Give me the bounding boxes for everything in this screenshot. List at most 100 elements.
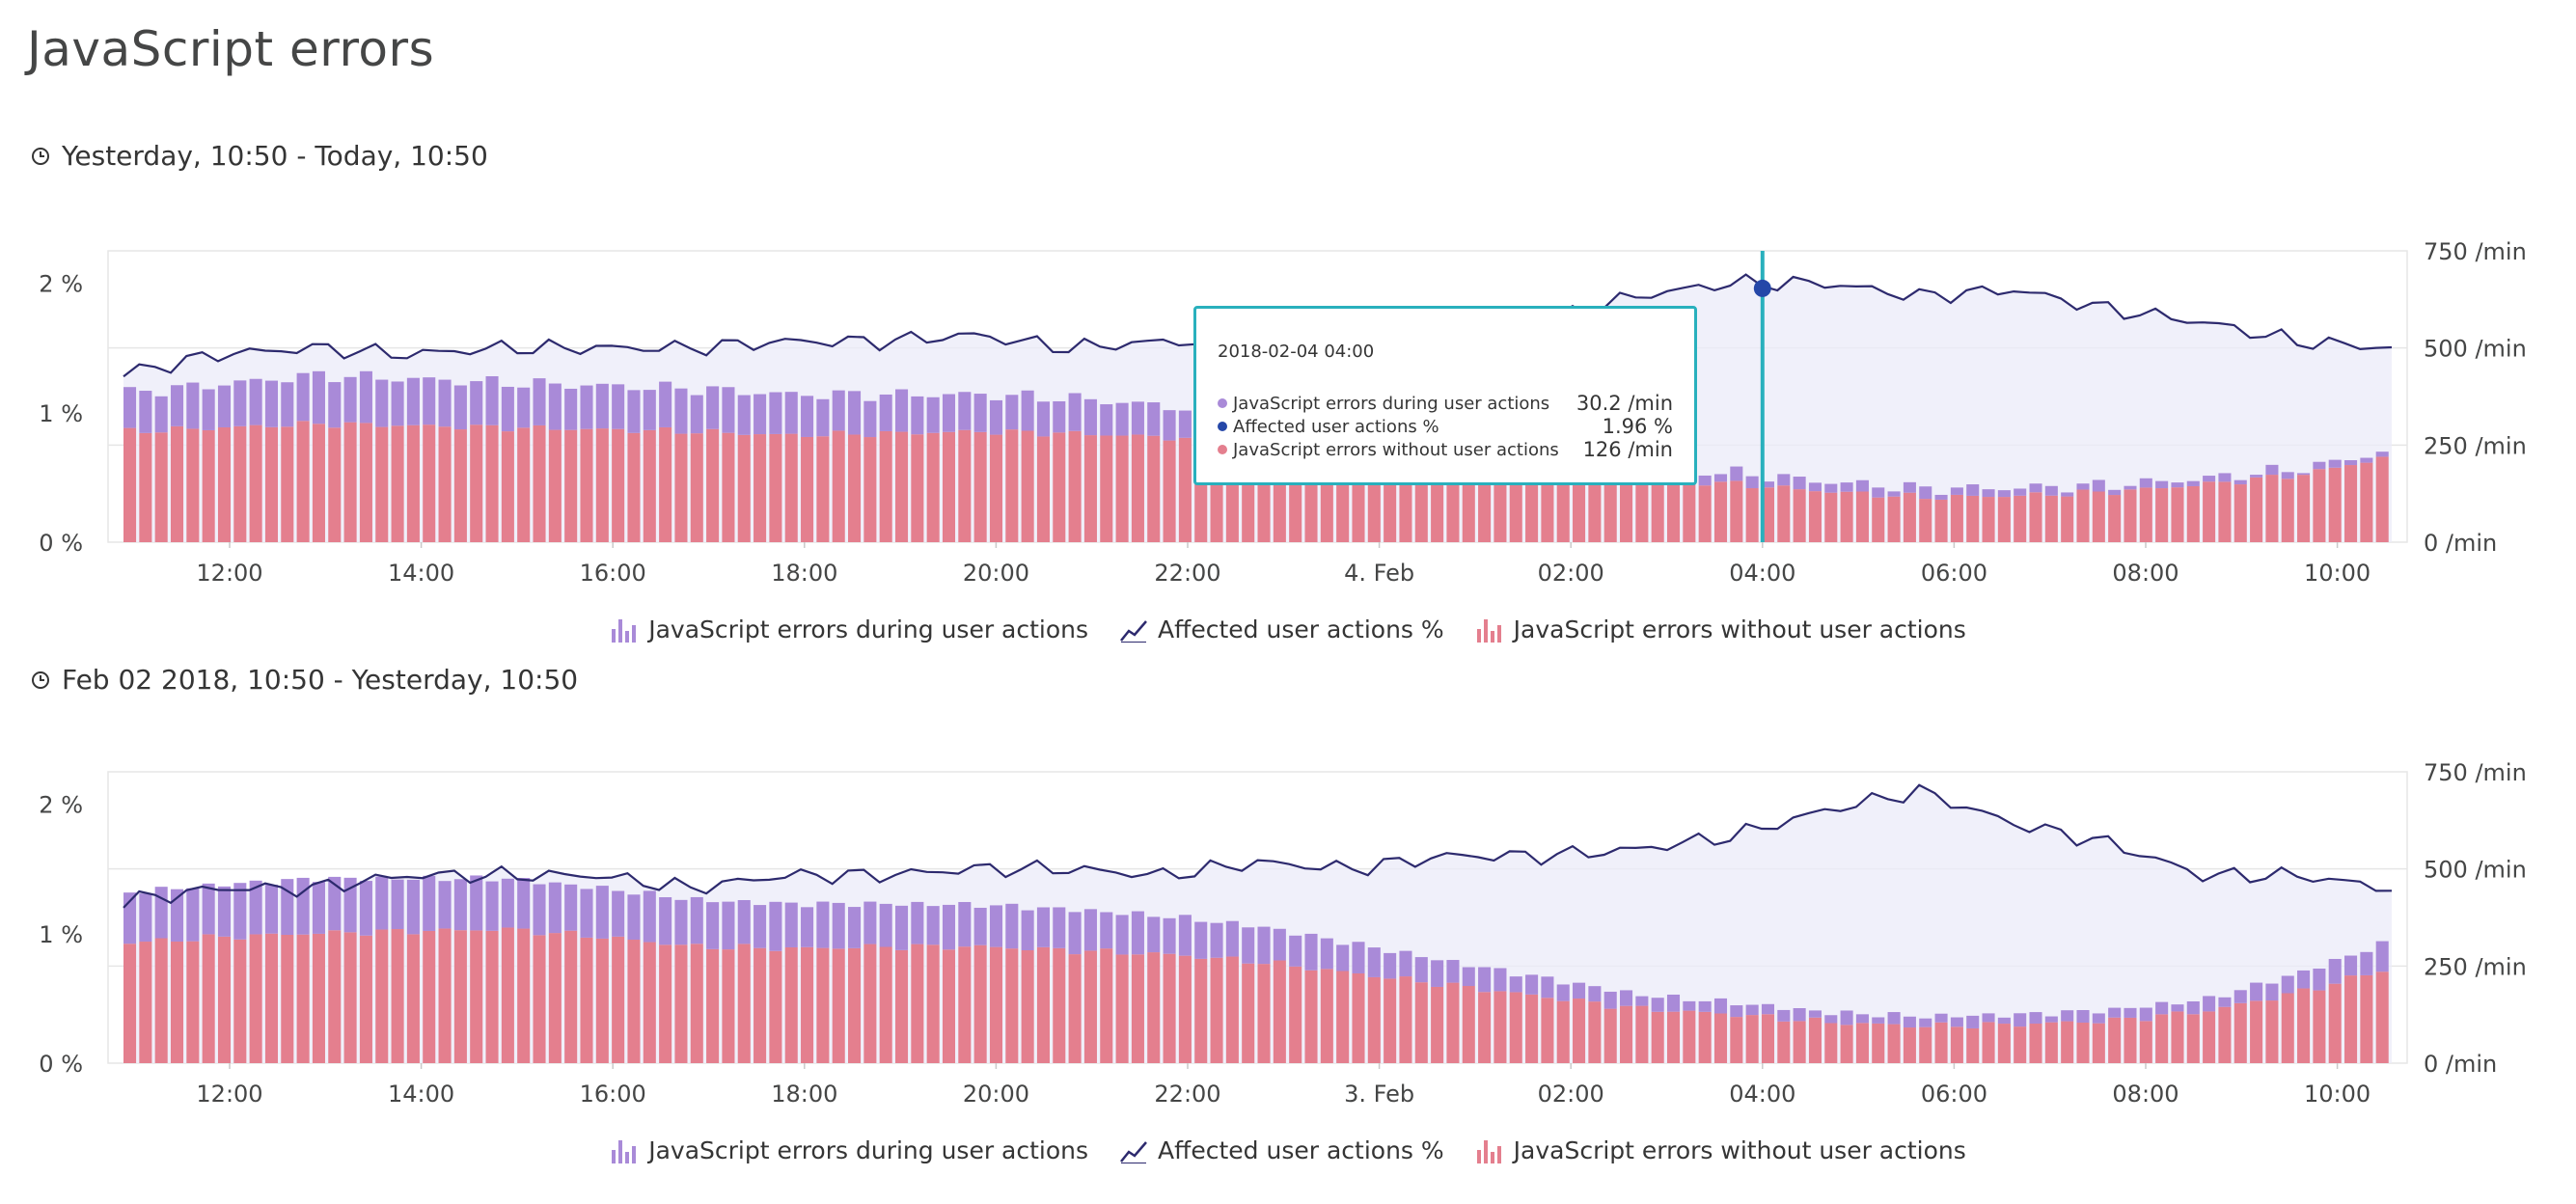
tooltip-row-without: JavaScript errors without user actions 1… <box>1218 438 1673 461</box>
bar-during-user-actions <box>2186 1000 2200 1015</box>
bar-without-user-actions <box>1336 971 1350 1063</box>
bar-during-user-actions <box>564 388 578 430</box>
bar-during-user-actions <box>2233 990 2247 1003</box>
bar-without-user-actions <box>2061 1021 2074 1063</box>
y-right-tick-label: 250 /min <box>2424 953 2527 980</box>
bar-during-user-actions <box>2218 473 2232 482</box>
bar-without-user-actions <box>737 434 751 542</box>
bar-without-user-actions <box>1966 1027 1980 1063</box>
bar-during-user-actions <box>1713 998 1728 1014</box>
bar-without-user-actions <box>2029 1024 2042 1063</box>
tooltip-value: 126 /min <box>1582 438 1673 461</box>
bar-without-user-actions <box>312 424 325 542</box>
bar-without-user-actions <box>423 930 436 1063</box>
y-right-tick-label: 0 /min <box>2424 1051 2497 1078</box>
bar-without-user-actions <box>2375 456 2389 542</box>
bar-without-user-actions <box>217 426 232 542</box>
bar-without-user-actions <box>343 422 357 542</box>
legend-item-without[interactable]: JavaScript errors without user actions <box>1475 1136 1966 1164</box>
legend-item-during[interactable]: JavaScript errors during user actions <box>610 1136 1088 1164</box>
bar-during-user-actions <box>2061 492 2074 497</box>
legend-item-without[interactable]: JavaScript errors without user actions <box>1475 616 1966 643</box>
bar-without-user-actions <box>139 942 152 1063</box>
bar-without-user-actions <box>438 426 452 542</box>
bar-without-user-actions <box>1855 491 1869 542</box>
bar-without-user-actions <box>1934 1022 1948 1063</box>
bar-during-user-actions <box>1982 489 1995 498</box>
x-tick-label: 14:00 <box>388 560 454 587</box>
bar-during-user-actions <box>548 383 562 430</box>
bar-without-user-actions <box>1824 1023 1838 1063</box>
bar-during-user-actions <box>1384 952 1397 979</box>
bar-during-user-actions <box>1887 491 1901 497</box>
bar-during-user-actions <box>2297 473 2311 476</box>
legend-item-affected[interactable]: Affected user actions % <box>1119 616 1444 643</box>
bar-without-user-actions <box>1509 992 1522 1063</box>
bar-during-user-actions <box>1745 1004 1759 1016</box>
bar-during-user-actions <box>1793 1008 1806 1022</box>
bar-during-user-actions <box>1509 976 1522 993</box>
bar-without-user-actions <box>2344 465 2358 542</box>
bar-during-user-actions <box>706 386 720 429</box>
hover-point <box>1753 279 1771 297</box>
bar-during-user-actions <box>1903 481 1916 493</box>
legend-item-during[interactable]: JavaScript errors during user actions <box>610 616 1088 643</box>
bar-without-user-actions <box>2186 485 2200 542</box>
bar-without-user-actions <box>1083 950 1097 1063</box>
bar-during-user-actions <box>533 884 546 936</box>
bar-during-user-actions <box>1399 950 1412 977</box>
x-tick-label: 02:00 <box>1538 560 1604 587</box>
bar-without-user-actions <box>1462 466 1475 542</box>
bar-during-user-actions <box>2344 460 2358 466</box>
bar-without-user-actions <box>249 424 262 542</box>
bar-during-user-actions <box>1840 1010 1853 1026</box>
x-tick-label: 10:00 <box>2304 1081 2370 1108</box>
bar-without-user-actions <box>391 929 404 1063</box>
bar-during-user-actions <box>2186 480 2200 486</box>
bar-during-user-actions <box>1761 481 1775 488</box>
y-right-tick-label: 500 /min <box>2424 857 2527 884</box>
bar-without-user-actions <box>328 427 342 542</box>
bar-during-user-actions <box>784 392 798 434</box>
x-tick-label: 14:00 <box>388 1081 454 1108</box>
bar-without-user-actions <box>1840 491 1853 542</box>
bar-without-user-actions <box>2250 477 2263 542</box>
bar-during-user-actions <box>296 372 310 422</box>
bar-without-user-actions <box>1273 960 1286 1063</box>
bar-without-user-actions <box>2155 1014 2169 1063</box>
bar-without-user-actions <box>595 428 609 542</box>
bar-during-user-actions <box>1588 986 1602 1002</box>
bar-during-user-actions <box>1036 907 1050 947</box>
bar-without-user-actions <box>1131 954 1144 1063</box>
x-tick-label: 04:00 <box>1729 1081 1795 1108</box>
bar-without-user-actions <box>328 930 342 1063</box>
javascript-errors-chart[interactable]: 0 /min 250 /min 500 /min 750 /min 0 % 1 % 2 % 1… <box>0 752 2576 1119</box>
legend-item-affected[interactable]: Affected user actions % <box>1119 1136 1444 1164</box>
bar-without-user-actions <box>202 429 215 542</box>
bar-without-user-actions <box>580 428 593 542</box>
bar-during-user-actions <box>1446 960 1460 983</box>
bar-without-user-actions <box>1603 1008 1617 1063</box>
bar-during-user-actions <box>312 370 325 424</box>
legend-label: JavaScript errors during user actions <box>648 616 1089 643</box>
bar-without-user-actions <box>958 429 972 542</box>
bar-during-user-actions <box>2281 975 2294 994</box>
bar-during-user-actions <box>706 902 720 949</box>
bar-during-user-actions <box>1242 927 1255 964</box>
bar-without-user-actions <box>281 426 294 542</box>
bar-without-user-actions <box>1210 957 1223 1063</box>
bar-during-user-actions <box>1556 984 1570 1001</box>
bar-during-user-actions <box>1115 402 1129 436</box>
timeframe-selector[interactable]: Feb 02 2018, 10:50 - Yesterday, 10:50 <box>31 664 578 696</box>
tooltip-time: 2018-02-04 04:00 <box>1218 342 1375 362</box>
x-tick-label: 08:00 <box>2112 560 2179 587</box>
bar-without-user-actions <box>2044 495 2058 542</box>
bar-during-user-actions <box>438 379 452 427</box>
bar-without-user-actions <box>470 930 483 1063</box>
bar-without-user-actions <box>501 927 514 1063</box>
bar-without-user-actions <box>2044 1022 2058 1063</box>
bar-during-user-actions <box>958 392 972 430</box>
timeframe-selector[interactable]: Yesterday, 10:50 - Today, 10:50 <box>31 140 488 172</box>
bar-without-user-actions <box>2250 1000 2263 1063</box>
bar-during-user-actions <box>989 399 1003 435</box>
